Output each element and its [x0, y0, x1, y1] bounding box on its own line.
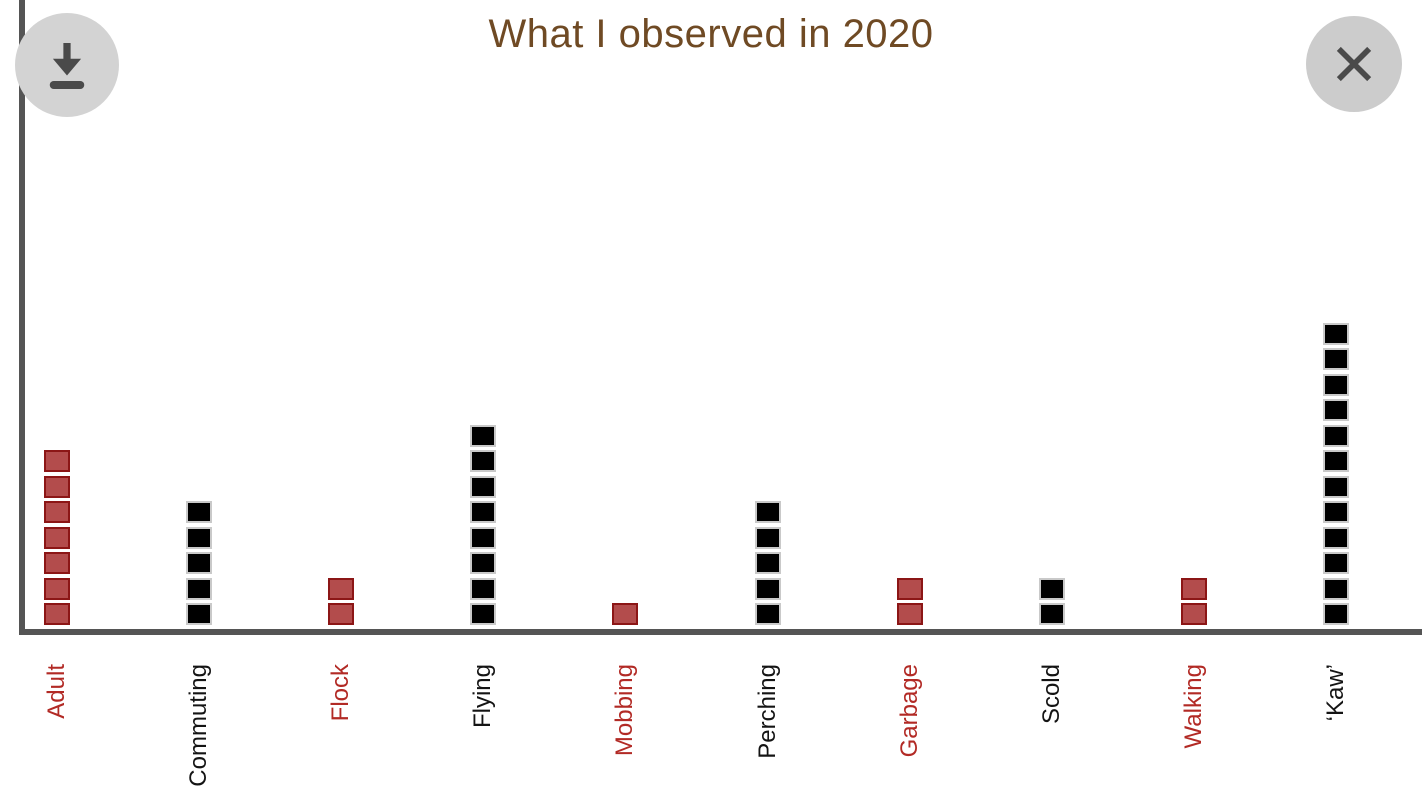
unit-square — [1322, 424, 1349, 447]
x-tick-label-perching: Perching — [753, 664, 781, 759]
unit-square — [470, 526, 497, 549]
download-button[interactable] — [15, 13, 119, 117]
unit-square — [186, 501, 213, 523]
x-tick-label-flying: Flying — [469, 664, 497, 729]
unit-square — [186, 526, 213, 549]
unit-square — [1180, 577, 1207, 600]
unit-square — [470, 552, 497, 574]
close-icon — [1328, 38, 1380, 90]
unit-square — [44, 526, 70, 549]
unit-square — [1180, 603, 1207, 625]
bar-column-walking — [1180, 574, 1207, 625]
bar-column-mobbing — [612, 600, 639, 625]
x-tick-label-commuting: Commuting — [185, 664, 213, 787]
unit-square — [1322, 322, 1349, 345]
unit-square — [1322, 450, 1349, 472]
unit-square — [1322, 373, 1349, 396]
unit-square — [44, 450, 70, 472]
unit-square — [470, 577, 497, 600]
unit-square — [44, 501, 70, 523]
x-tick-label-walking: Walking — [1179, 664, 1207, 749]
unit-square — [1322, 348, 1349, 370]
unit-square — [1038, 577, 1065, 600]
unit-square — [470, 475, 497, 498]
unit-square — [1322, 475, 1349, 498]
unit-square — [754, 526, 781, 549]
bar-column-perching — [754, 498, 781, 625]
x-tick-label-mobbing: Mobbing — [611, 664, 639, 757]
unit-square — [328, 577, 355, 600]
chart-title: What I observed in 2020 — [488, 12, 934, 56]
y-axis-line — [19, 0, 25, 635]
x-axis-line — [19, 629, 1422, 635]
x-tick-label-garbage: Garbage — [895, 664, 923, 758]
unit-square — [186, 552, 213, 574]
unit-square — [1322, 603, 1349, 625]
unit-square — [896, 603, 923, 625]
bar-column-commuting — [186, 498, 213, 625]
x-tick-label-kaw: ‘Kaw’ — [1321, 664, 1349, 722]
unit-square — [1322, 526, 1349, 549]
unit-square — [1322, 399, 1349, 421]
unit-square — [1322, 501, 1349, 523]
unit-square — [44, 552, 70, 574]
unit-square — [44, 577, 70, 600]
unit-square — [470, 603, 497, 625]
download-icon — [37, 35, 97, 95]
unit-square — [328, 603, 355, 625]
bar-column-scold — [1038, 574, 1065, 625]
close-button[interactable] — [1306, 16, 1402, 112]
bar-column-kaw — [1322, 319, 1349, 625]
bar-column-flock — [328, 574, 355, 625]
unit-square — [1322, 552, 1349, 574]
x-tick-label-scold: Scold — [1037, 664, 1065, 725]
unit-square — [44, 603, 70, 625]
unit-square — [754, 577, 781, 600]
bar-column-flying — [470, 421, 497, 625]
unit-square — [754, 603, 781, 625]
x-tick-label-flock: Flock — [327, 664, 355, 722]
bar-column-adult — [44, 447, 70, 625]
unit-square — [186, 603, 213, 625]
unit-square — [186, 577, 213, 600]
unit-square — [1322, 577, 1349, 600]
unit-square — [896, 577, 923, 600]
unit-square — [470, 424, 497, 447]
x-tick-label-adult: Adult — [43, 664, 70, 719]
unit-square — [44, 475, 70, 498]
unit-square — [754, 552, 781, 574]
unit-square — [754, 501, 781, 523]
unit-square — [470, 501, 497, 523]
unit-square — [470, 450, 497, 472]
unit-square — [612, 603, 639, 625]
bar-column-garbage — [896, 574, 923, 625]
unit-square — [1038, 603, 1065, 625]
x-axis-labels: Adult Commuting Flock Flying Mobbing Perching… — [0, 664, 1422, 800]
